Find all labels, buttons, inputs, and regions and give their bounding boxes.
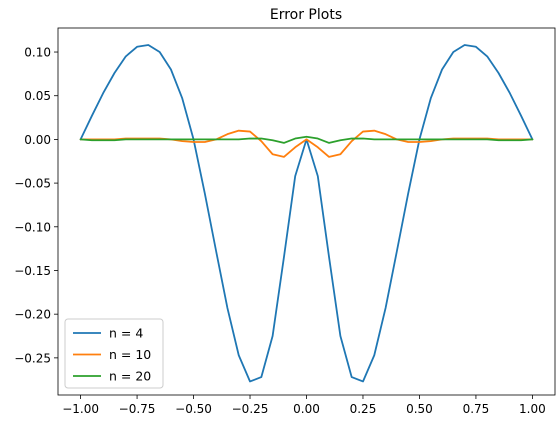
- series-line-3: [79, 135, 534, 144]
- y-tick-label: −0.05: [14, 177, 51, 191]
- y-tick-label: −0.20: [14, 308, 51, 322]
- x-tick-label: 0.75: [463, 402, 490, 416]
- y-tick-label: −0.10: [14, 220, 51, 234]
- series-layer: [79, 44, 534, 383]
- y-axis: −0.25 −0.20 −0.15 −0.10 −0.05 0.00 0.05 0.10: [14, 46, 58, 365]
- x-tick-label: −0.75: [119, 402, 156, 416]
- x-tick-label: −1.00: [62, 402, 99, 416]
- x-tick-label: 0.25: [350, 402, 377, 416]
- x-tick-label: −0.50: [175, 402, 212, 416]
- legend-label: n = 20: [109, 369, 151, 384]
- legend: n = 4 n = 10 n = 20: [64, 318, 164, 389]
- x-tick-label: −0.25: [232, 402, 269, 416]
- y-tick-label: 0.05: [24, 89, 51, 103]
- x-axis: −1.00 −0.75 −0.50 −0.25 0.00 0.25 0.50 0.75 1.00: [62, 395, 546, 416]
- y-tick-label: 0.10: [24, 46, 51, 60]
- x-tick-label: 0.50: [406, 402, 433, 416]
- legend-label: n = 10: [109, 347, 151, 362]
- y-tick-label: −0.25: [14, 351, 51, 365]
- x-tick-label: 1.00: [519, 402, 546, 416]
- x-tick-label: 0.00: [293, 402, 320, 416]
- y-tick-label: 0.00: [24, 133, 51, 147]
- chart-title: Error Plots: [270, 7, 342, 23]
- series-line-2: [79, 129, 534, 158]
- legend-label: n = 4: [109, 326, 143, 341]
- legend-box: [64, 318, 164, 389]
- plot-area: [79, 44, 534, 383]
- y-tick-label: −0.15: [14, 264, 51, 278]
